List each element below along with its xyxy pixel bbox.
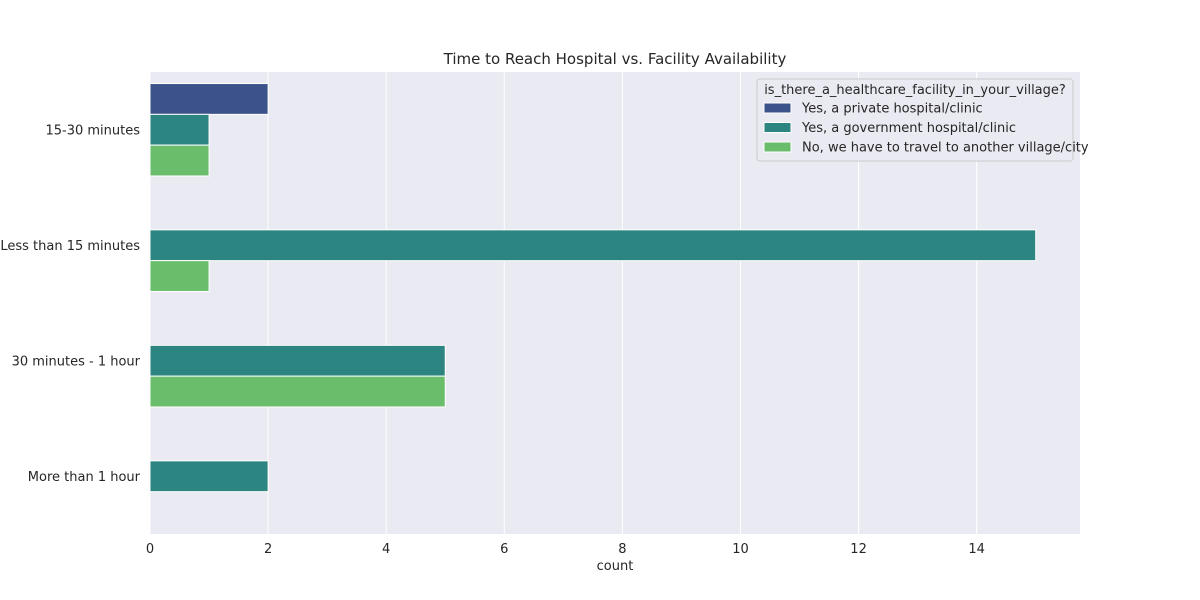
legend-title: is_there_a_healthcare_facility_in_your_v… bbox=[764, 83, 1066, 98]
y-tick-label: 30 minutes - 1 hour bbox=[12, 354, 141, 369]
bar bbox=[149, 375, 446, 408]
legend: is_there_a_healthcare_facility_in_your_v… bbox=[756, 78, 1089, 162]
x-tick-label: 0 bbox=[146, 542, 154, 557]
bar bbox=[149, 229, 1037, 262]
chart-title: Time to Reach Hospital vs. Facility Avai… bbox=[443, 50, 787, 68]
bar bbox=[149, 344, 446, 377]
x-tick-label: 6 bbox=[500, 542, 508, 557]
legend-label: Yes, a government hospital/clinic bbox=[801, 121, 1016, 136]
bar bbox=[149, 144, 210, 177]
y-tick-labels: 15-30 minutes Less than 15 minutes 30 minu… bbox=[0, 123, 140, 485]
x-axis-label: count bbox=[597, 559, 634, 574]
legend-swatch bbox=[763, 102, 792, 114]
x-tick-label: 10 bbox=[732, 542, 749, 557]
legend-label: No, we have to travel to another village… bbox=[802, 141, 1089, 156]
legend-swatch bbox=[763, 122, 792, 133]
x-tick-label: 2 bbox=[264, 542, 272, 557]
y-tick-label: 15-30 minutes bbox=[45, 123, 140, 138]
x-tick-label: 14 bbox=[968, 542, 985, 557]
legend-box bbox=[756, 78, 1074, 162]
x-tick-label: 4 bbox=[382, 542, 390, 557]
x-tick-label: 12 bbox=[850, 542, 867, 557]
bar bbox=[149, 460, 269, 493]
bar bbox=[149, 260, 210, 292]
bar bbox=[149, 83, 269, 115]
x-tick-label: 8 bbox=[618, 542, 626, 557]
bar bbox=[149, 113, 210, 146]
y-tick-label: More than 1 hour bbox=[28, 470, 141, 485]
legend-label: Yes, a private hospital/clinic bbox=[801, 102, 983, 117]
legend-swatch bbox=[763, 141, 792, 153]
bars bbox=[149, 83, 1037, 493]
x-tick-labels: 0 2 4 6 8 10 12 14 bbox=[146, 542, 985, 557]
y-tick-label: Less than 15 minutes bbox=[0, 239, 140, 254]
legend-items: Yes, a private hospital/clinic Yes, a gov… bbox=[763, 102, 1089, 156]
